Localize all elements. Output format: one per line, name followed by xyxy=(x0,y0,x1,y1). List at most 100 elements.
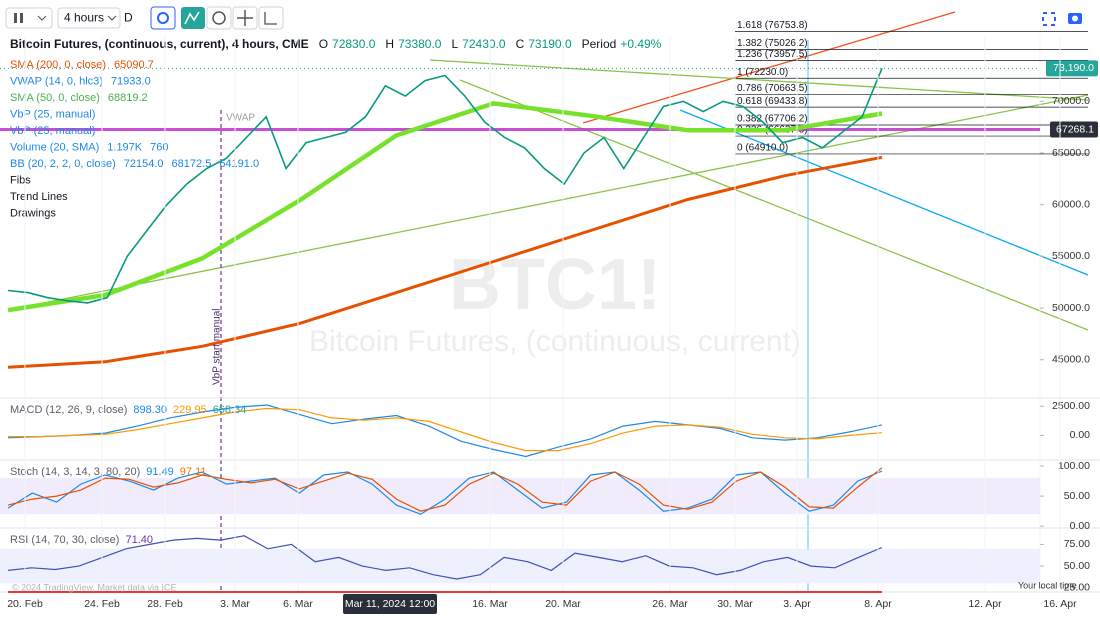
stoch-legend: Stoch (14, 3, 14, 3, 80, 20) 91.49 97.11 xyxy=(10,466,207,478)
symbol-legend: Bitcoin Futures, (continuous, current), … xyxy=(10,37,662,51)
x-tick-label: 20. Mar xyxy=(545,598,581,610)
indicator-value: 71933.0 xyxy=(111,75,151,87)
icon xyxy=(1072,15,1078,22)
fib-label: 1.618 (76753.8) xyxy=(737,20,808,31)
ohlc-key: H xyxy=(385,37,394,51)
icon xyxy=(237,10,253,26)
macd-line xyxy=(7,404,883,458)
x-tick-label: 24. Feb xyxy=(84,598,120,610)
log-button[interactable] xyxy=(258,6,284,30)
ohlc-value: 72830.0 xyxy=(332,37,376,51)
indicator-value: 97.11 xyxy=(180,466,207,478)
legend-group: Drawings xyxy=(10,207,56,219)
icon xyxy=(184,11,200,25)
y-tick-label: 60000.0 xyxy=(1052,198,1090,210)
attribution: © 2024 TradingView, Market data via ICE xyxy=(12,582,177,592)
fib-label: 0 (64910.0) xyxy=(737,143,788,154)
x-tick-label: 20. Feb xyxy=(7,598,43,610)
indicator-value: 898.30 xyxy=(133,404,167,416)
trend-line xyxy=(459,79,1089,331)
indicator-legend: Volume (20, SMA) 1.197K 760 xyxy=(10,141,169,153)
indicator-legend: VWAP (14, 0, hlc3) 71933.0 xyxy=(10,75,151,87)
y-tick-label: 25.00 xyxy=(1064,581,1090,593)
settings-button[interactable] xyxy=(150,6,176,30)
icon xyxy=(37,15,47,21)
indicator-value: 91.49 xyxy=(146,466,174,478)
x-tick-label: 30. Mar xyxy=(717,598,753,610)
price-line xyxy=(7,67,883,304)
fib-label: 0.618 (69433.8) xyxy=(737,96,808,107)
x-tick-label: 26. Mar xyxy=(652,598,688,610)
fib-label: 1 (72230.0) xyxy=(737,67,788,78)
period-label: Period xyxy=(582,37,617,51)
vbp-start-annotation: VbP start manual xyxy=(212,308,223,385)
icon xyxy=(14,13,17,23)
sma50-line xyxy=(7,101,883,313)
ohlc-value: 73380.0 xyxy=(398,37,442,51)
toolbar: 4 hours D xyxy=(5,6,1082,30)
last-price-tag xyxy=(1046,60,1098,77)
rsi-line xyxy=(7,535,883,580)
band xyxy=(0,548,1040,584)
indicator-name: VbP (25, manual) xyxy=(10,108,95,120)
trend-line xyxy=(679,109,1089,276)
x-tick-label: 28. Feb xyxy=(147,598,183,610)
rsi-legend: RSI (14, 70, 30, close) 71.40 xyxy=(10,534,153,546)
indicator-value: 229.95 xyxy=(173,404,207,416)
indicator-value: 68819.2 xyxy=(108,92,148,104)
x-tick-label: 3. Mar xyxy=(220,598,250,610)
y-tick-label: 0.00 xyxy=(1070,520,1091,532)
ohlc-value: 72430.0 xyxy=(462,37,506,51)
icon xyxy=(20,13,23,23)
macd-line xyxy=(8,407,883,452)
y-tick-label: 45000.0 xyxy=(1052,354,1090,366)
indicator-name: BB (20, 2, 2, 0, close) xyxy=(10,158,116,170)
vwap-annotation: VWAP xyxy=(226,113,255,124)
x-tick-label: 16. Apr xyxy=(1043,598,1077,610)
fib-label: 1.382 (75026.2) xyxy=(737,38,808,49)
legend-group: Trend Lines xyxy=(10,191,68,203)
indicator-name: SMA (50, 0, close) xyxy=(10,92,100,104)
x-tick-label: 6. Mar xyxy=(283,598,313,610)
fib-label: 0.786 (70663.5) xyxy=(737,83,808,94)
indicator-value: 68172.5 xyxy=(172,158,212,170)
x-tick-label: 8. Apr xyxy=(864,598,892,610)
interval-select[interactable] xyxy=(57,7,121,29)
y-tick-label: 0.00 xyxy=(1070,429,1091,441)
x-tick-label: 16. Mar xyxy=(472,598,508,610)
indicator-value: 65090.7 xyxy=(114,59,154,71)
icon xyxy=(157,12,169,24)
indicator-value: 1.197K xyxy=(107,141,143,153)
icon xyxy=(264,12,277,25)
y-tick-label: 75.00 xyxy=(1064,538,1090,550)
watermark-symbol: BTC1! xyxy=(449,245,661,325)
indicator-name: Stoch (14, 3, 14, 3, 80, 20) xyxy=(10,466,140,478)
indicator-name: Volume (20, SMA) xyxy=(10,141,99,153)
ohlc-key: L xyxy=(451,37,458,51)
indicator-legend: VbP (25, manual) xyxy=(10,125,95,137)
indicator-name: VbP (25, manual) xyxy=(10,125,95,137)
chart-type[interactable]: D xyxy=(124,11,133,25)
macd-legend: MACD (12, 26, 9, close) 898.30 229.95 668.3… xyxy=(10,404,246,416)
trend-line xyxy=(429,59,1089,101)
vbp-poc-label: 67268.1 xyxy=(1056,123,1094,135)
y-tick-label: 70000.0 xyxy=(1052,95,1090,107)
indicator-value: 668.34 xyxy=(213,404,247,416)
indicator-name: RSI (14, 70, 30, close) xyxy=(10,534,119,546)
vbp-poc-tag xyxy=(1050,121,1098,138)
cursor-label-box xyxy=(343,594,437,614)
x-tick-label: 3. Apr xyxy=(783,598,811,610)
indicator-name: MACD (12, 26, 9, close) xyxy=(10,404,127,416)
trend-line xyxy=(582,11,956,124)
period-change: +0.49% xyxy=(620,37,661,51)
fib-label: 0.382 (67706.2) xyxy=(737,114,808,125)
symbol-menu[interactable] xyxy=(5,7,53,29)
y-tick-label: 2500.00 xyxy=(1052,400,1090,412)
clock-button[interactable] xyxy=(206,6,232,30)
indicator-value: 71.40 xyxy=(125,534,153,546)
indicator-value: 64191.0 xyxy=(219,158,259,170)
band xyxy=(0,478,1040,515)
fullscreen-button[interactable] xyxy=(1042,12,1056,26)
